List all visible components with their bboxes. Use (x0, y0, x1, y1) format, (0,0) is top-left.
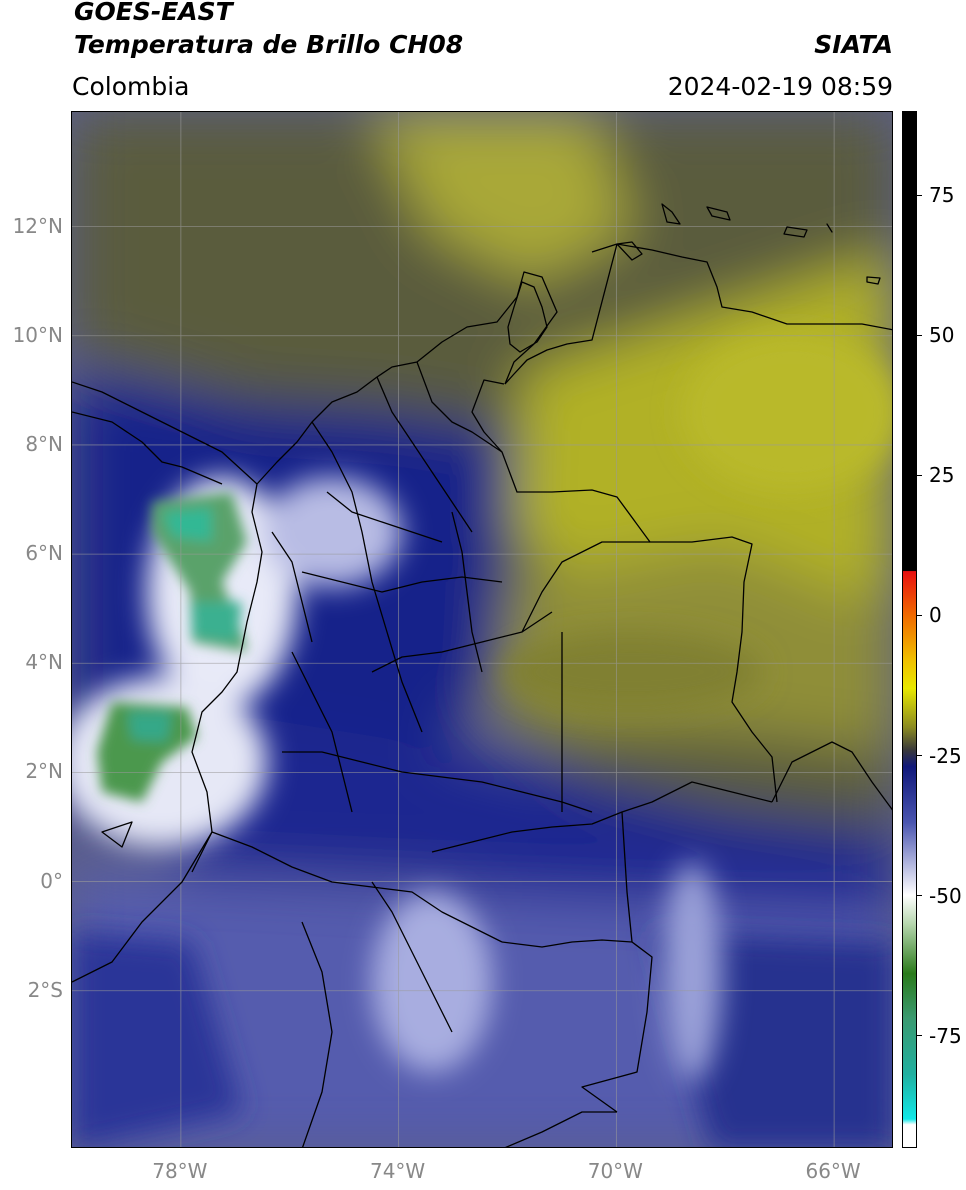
country-borders (72, 203, 892, 1147)
lat-tick-label: 10°N (12, 322, 63, 347)
colorbar-tick (917, 194, 922, 196)
admin-boundary-15 (301, 921, 333, 1147)
admin-boundary-14 (371, 881, 453, 1033)
colorbar-tick-label: 0 (929, 603, 942, 628)
lon-tick-label: 66°W (805, 1159, 861, 1183)
admin-boundary-1 (311, 421, 423, 733)
admin-boundary-5 (371, 611, 553, 673)
venezuela-brazil-border (771, 741, 892, 811)
lat-tick-label: 2°S (27, 977, 63, 1002)
colorbar-tick (917, 614, 922, 616)
field-white-streak-south (372, 892, 492, 1072)
lat-tick-label: 0° (40, 868, 63, 893)
admin-boundary-12 (271, 531, 313, 643)
peru-brazil-border (505, 1111, 617, 1147)
colorbar-tick (917, 474, 922, 476)
guajira-coast (504, 241, 892, 385)
central-america-coast (72, 411, 223, 485)
colombia-peru-brazil-border (501, 939, 653, 1113)
colorbar-tick-label: 75 (929, 183, 955, 208)
lat-tick-label: 6°N (25, 541, 63, 566)
colombia-brazil-border (621, 781, 773, 943)
lat-tick-label: 4°N (25, 650, 63, 675)
admin-boundary-2 (376, 376, 473, 533)
colorbar-tick-label: -50 (929, 883, 962, 908)
colombia-pacific-coast (191, 483, 263, 873)
temperature-colorbar (902, 111, 917, 1148)
aruba-curacao (661, 203, 731, 225)
panama-border (72, 381, 258, 485)
brightness-temperature-map[interactable] (71, 111, 893, 1148)
caribbean-islands (783, 223, 881, 285)
region-label: Colombia (72, 72, 190, 101)
maracaibo-lake (507, 281, 548, 353)
colorbar-tick (917, 895, 922, 897)
colorbar-tick-label: 50 (929, 323, 955, 348)
admin-boundary-10 (521, 541, 650, 633)
lat-tick-label: 2°N (25, 759, 63, 784)
field-teal-core-south (127, 712, 172, 742)
field-yellow-olive (372, 112, 632, 282)
colombia-venezuela-border (471, 379, 778, 803)
field-white-cloud-mid (262, 477, 402, 587)
colombia-ecuador-border (211, 831, 503, 943)
product-title: Temperatura de Brillo CH08 (74, 30, 464, 59)
colorbar-tick (917, 755, 922, 757)
lon-tick-label: 78°W (152, 1159, 208, 1183)
colorbar-tick-label: 25 (929, 463, 955, 488)
colorbar-tick (917, 1035, 922, 1037)
field-teal-core-north (162, 507, 212, 542)
colorbar-tick (917, 334, 922, 336)
colorbar-tick-label: -25 (929, 743, 962, 768)
field-teal-core-mid (192, 602, 242, 642)
colorbar-tick-label: -75 (929, 1023, 962, 1048)
lon-tick-label: 70°W (587, 1159, 643, 1183)
source-title: SIATA (814, 30, 893, 59)
admin-boundary-11 (291, 651, 353, 813)
lon-tick-label: 74°W (369, 1159, 426, 1183)
gorgona-island (101, 821, 133, 848)
field-green-core-south (97, 702, 197, 802)
admin-boundary-3 (416, 361, 503, 453)
admin-boundary-9 (451, 511, 483, 673)
admin-boundary-4 (301, 571, 503, 593)
admin-boundary-6 (282, 751, 593, 813)
lat-tick-label: 8°N (25, 431, 63, 456)
field-white-streak-se (662, 862, 722, 1082)
field-yellow-patch (682, 332, 892, 492)
field-navy-sw (72, 932, 242, 1147)
satellite-title: GOES-EAST (74, 0, 233, 26)
peru-ecuador-border (72, 831, 213, 983)
field-olive-east-plain (502, 632, 762, 712)
admin-boundary-13 (326, 491, 443, 543)
datetime-label: 2024-02-19 08:59 (667, 72, 893, 101)
lat-tick-label: 12°N (12, 213, 63, 238)
admin-boundary-7 (431, 811, 623, 853)
